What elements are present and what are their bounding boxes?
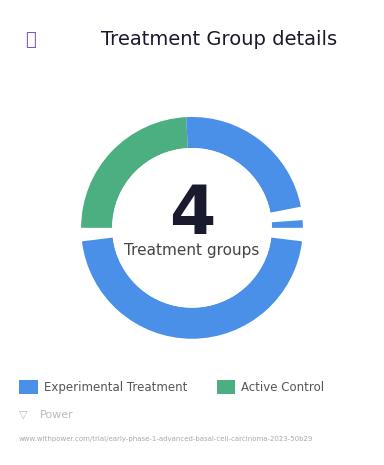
Text: Treatment Group details: Treatment Group details	[101, 30, 337, 49]
Wedge shape	[81, 117, 188, 228]
Text: Power: Power	[40, 410, 74, 420]
FancyBboxPatch shape	[217, 380, 235, 394]
FancyBboxPatch shape	[19, 380, 38, 394]
Wedge shape	[271, 220, 303, 228]
Text: www.withpower.com/trial/early-phase-1-advanced-basal-cell-carcinoma-2023-50b29: www.withpower.com/trial/early-phase-1-ad…	[19, 437, 314, 442]
Text: Experimental Treatment: Experimental Treatment	[44, 381, 187, 394]
Text: Active Control: Active Control	[241, 381, 324, 394]
Text: 4: 4	[169, 181, 215, 247]
Circle shape	[112, 148, 272, 308]
Text: Treatment groups: Treatment groups	[124, 243, 260, 258]
Wedge shape	[82, 238, 302, 339]
Text: 👥: 👥	[25, 31, 36, 48]
Wedge shape	[186, 117, 301, 213]
Text: ▽: ▽	[19, 410, 28, 420]
